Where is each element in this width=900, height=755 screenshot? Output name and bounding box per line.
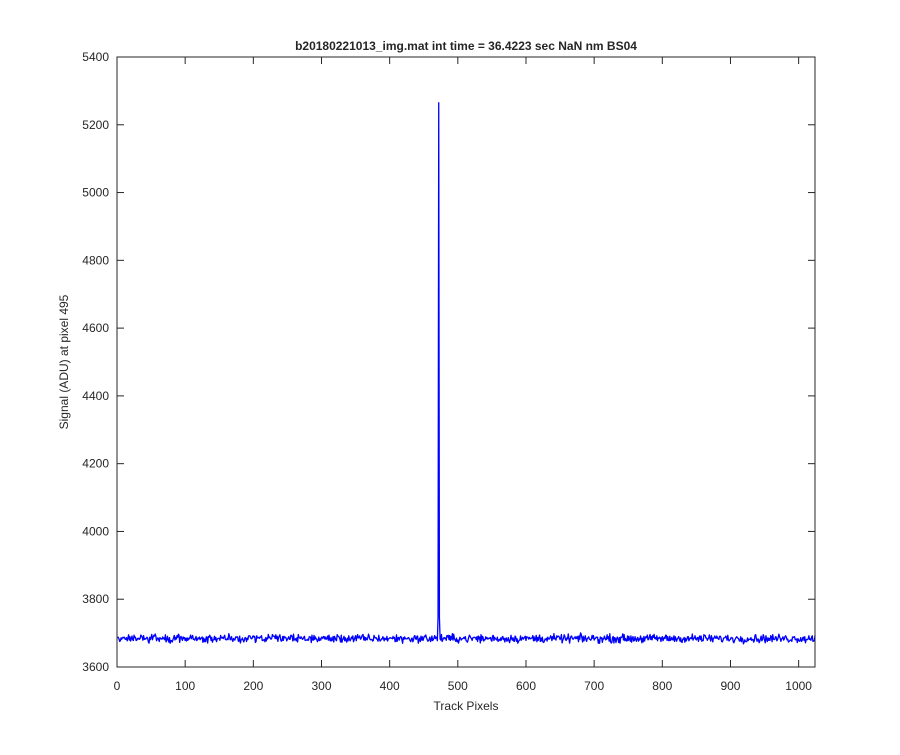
series-layer xyxy=(117,102,816,645)
x-tick-label: 600 xyxy=(516,679,536,693)
tick-layer: 0 100 200 300 400 500 600 700 800 900 1000 3600 3800… xyxy=(82,50,815,693)
y-tick-label: 4000 xyxy=(82,524,109,538)
y-tick-label: 4400 xyxy=(82,389,109,403)
axes-box xyxy=(116,56,816,668)
y-tick-label: 3800 xyxy=(82,592,109,606)
x-tick-label: 1000 xyxy=(785,679,812,693)
y-tick-label: 4600 xyxy=(82,321,109,335)
x-tick-label: 700 xyxy=(584,679,604,693)
y-axis-label: Signal (ADU) at pixel 495 xyxy=(57,294,71,429)
y-tick-label: 4800 xyxy=(82,253,109,267)
x-tick-label: 800 xyxy=(652,679,672,693)
y-tick-label: 5000 xyxy=(82,186,109,200)
x-axis-label: Track Pixels xyxy=(434,699,499,713)
y-tick-label: 4200 xyxy=(82,457,109,471)
x-tick-label: 100 xyxy=(175,679,195,693)
x-tick-label: 500 xyxy=(448,679,468,693)
chart-title: b20180221013_img.mat int time = 36.4223 … xyxy=(295,39,637,53)
x-tick-label: 400 xyxy=(380,679,400,693)
y-tick-label: 5200 xyxy=(82,118,109,132)
x-tick-label: 200 xyxy=(243,679,263,693)
plot-area xyxy=(117,57,815,667)
x-tick-label: 900 xyxy=(720,679,740,693)
y-tick-label: 3600 xyxy=(82,660,109,674)
x-tick-label: 300 xyxy=(311,679,331,693)
x-tick-label: 0 xyxy=(114,679,121,693)
y-tick-label: 5400 xyxy=(82,50,109,64)
signal-series-line xyxy=(117,102,816,645)
